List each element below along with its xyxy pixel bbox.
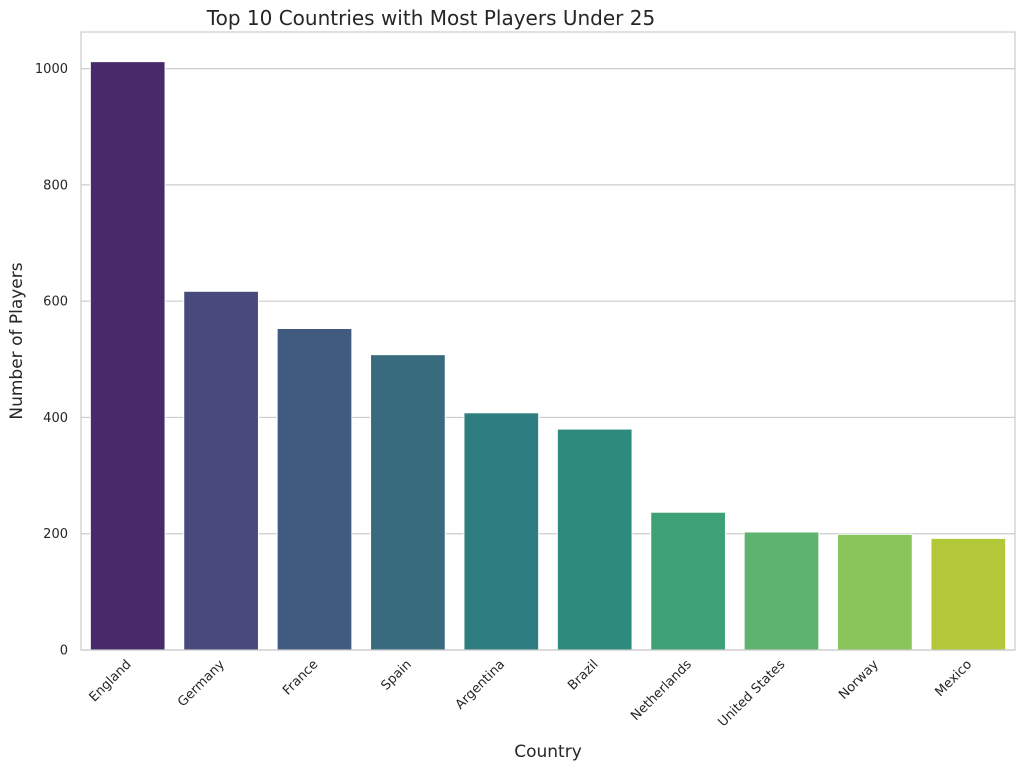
bar-brazil <box>556 428 633 651</box>
y-tick-label: 1000 <box>35 62 68 77</box>
bar-germany <box>183 290 259 651</box>
bars <box>89 61 1007 651</box>
x-tick-label: United States <box>715 657 788 730</box>
y-tick-label: 800 <box>43 178 68 193</box>
x-tick-label: Mexico <box>932 657 975 700</box>
x-tick-label: England <box>87 657 135 705</box>
x-tick-label: Norway <box>836 657 882 703</box>
bar-mexico <box>930 537 1007 651</box>
x-tick-label: Spain <box>378 657 414 693</box>
y-tick-label: 600 <box>43 295 68 310</box>
x-tick-labels: England Germany France Spain Argentina Brazil… <box>87 657 976 730</box>
y-tick-label: 400 <box>43 411 68 426</box>
y-tick-labels: 0 200 400 600 800 1000 <box>35 62 68 658</box>
bar-england <box>89 61 166 651</box>
y-tick-label: 0 <box>60 644 68 659</box>
x-tick-label: Argentina <box>453 657 508 712</box>
x-tick-label: Brazil <box>565 657 601 693</box>
bar-united-states <box>743 531 820 651</box>
y-tick-label: 200 <box>43 527 68 542</box>
chart-title: Top 10 Countries with Most Players Under… <box>206 6 655 30</box>
bar-netherlands <box>650 511 726 651</box>
x-tick-label: Germany <box>175 657 228 710</box>
x-tick-label: France <box>280 657 321 698</box>
x-axis-label: Country <box>514 742 582 762</box>
bar-norway <box>837 533 913 651</box>
x-tick-label: Netherlands <box>628 657 695 724</box>
y-axis-label: Number of Players <box>7 262 27 419</box>
bar-france <box>276 328 353 651</box>
bar-argentina <box>463 412 540 651</box>
bar-spain <box>370 354 446 651</box>
plot-frame <box>80 31 1016 651</box>
